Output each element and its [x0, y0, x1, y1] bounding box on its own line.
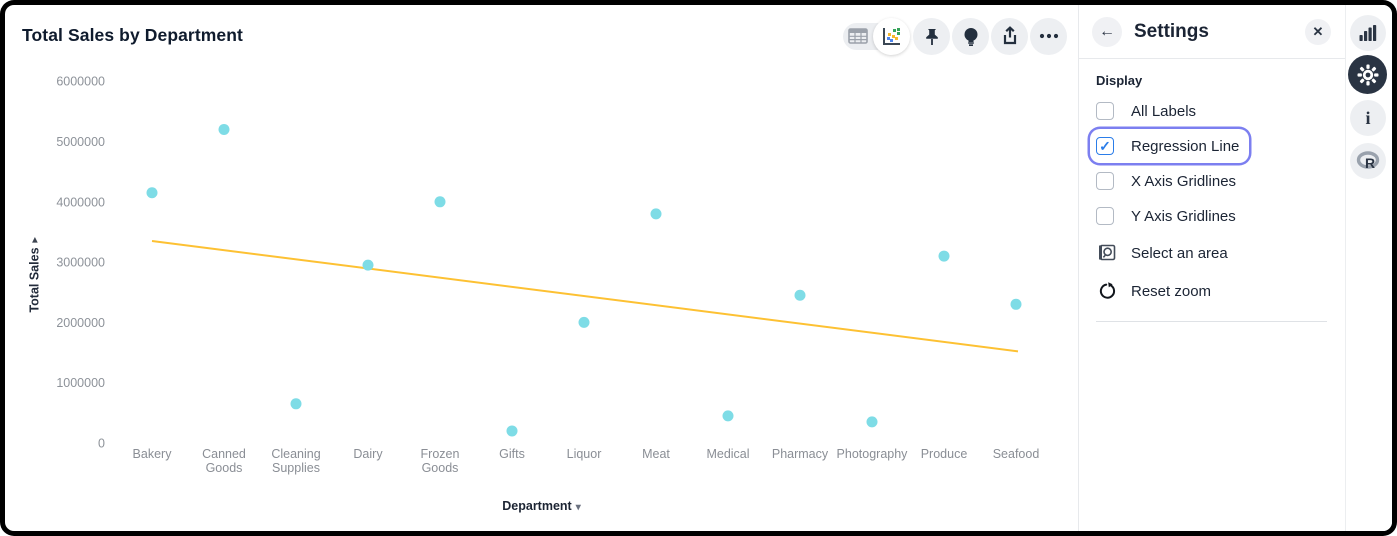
svg-text:R: R — [1365, 155, 1375, 171]
select-area-button[interactable]: Select an area — [1079, 235, 1345, 271]
y-axis-tick-label: 4000000 — [56, 195, 105, 209]
back-button[interactable]: ← — [1092, 16, 1122, 47]
analytics-app: Total Sales by Department — [5, 5, 1392, 531]
checkbox-row-all-labels[interactable]: All Labels — [1090, 94, 1206, 128]
lightbulb-icon — [964, 27, 977, 46]
chart-panel-button[interactable] — [1350, 15, 1386, 51]
close-icon[interactable]: ✕ — [1305, 18, 1331, 45]
reset-zoom-label: Reset zoom — [1131, 282, 1212, 300]
select-area-icon — [1099, 244, 1117, 262]
x-axis-category-label: Photography — [837, 447, 909, 461]
checkbox-row-regression-line[interactable]: Regression Line — [1090, 129, 1249, 163]
x-axis-category-label: Meat — [642, 447, 670, 461]
reset-zoom-icon — [1099, 282, 1117, 300]
x-axis-category-label: Gifts — [499, 447, 525, 461]
x-axis-category-label: Liquor — [567, 447, 602, 461]
y-axis-tick-label: 6000000 — [56, 75, 105, 89]
ellipsis-icon — [1039, 33, 1058, 39]
info-button[interactable]: i — [1350, 100, 1386, 136]
data-point[interactable] — [794, 289, 806, 301]
chart-card: Total Sales by Department — [5, 5, 1078, 531]
pin-button[interactable] — [913, 17, 950, 55]
settings-panel: ← Settings ✕ Display All Labels Regressio… — [1078, 5, 1345, 531]
table-view-button[interactable] — [843, 23, 873, 50]
data-point[interactable] — [218, 123, 230, 135]
y-axis-title-label: Total Sales — [28, 247, 43, 313]
insights-button[interactable] — [952, 17, 989, 55]
data-point[interactable] — [434, 196, 446, 208]
x-axis-category-label: Frozen Goods — [421, 447, 460, 475]
chart-toolbar — [843, 16, 1067, 56]
y-axis-tick-label: 5000000 — [56, 135, 105, 149]
export-icon — [1003, 26, 1016, 45]
data-point[interactable] — [578, 316, 590, 328]
x-axis-category-label: Canned Goods — [202, 447, 246, 475]
y-axis-tick-label: 3000000 — [56, 256, 105, 270]
settings-rail-button[interactable] — [1348, 55, 1387, 94]
right-rail: i R — [1345, 5, 1392, 531]
r-logo-button[interactable]: R — [1350, 143, 1386, 179]
more-options-button[interactable] — [1030, 17, 1067, 55]
data-point[interactable] — [1010, 298, 1022, 310]
checkbox-label: X Axis Gridlines — [1131, 172, 1237, 190]
y-axis-tick-label: 0 — [98, 437, 105, 451]
settings-header: ← Settings ✕ — [1079, 5, 1345, 58]
actions-divider — [1096, 321, 1327, 322]
checkbox[interactable] — [1096, 172, 1114, 190]
checkbox[interactable] — [1096, 207, 1114, 225]
scatter-chart-icon — [883, 27, 900, 45]
export-button[interactable] — [991, 17, 1028, 55]
y-axis-dropdown-icon: ▸ — [29, 237, 41, 243]
checkbox[interactable] — [1096, 102, 1114, 120]
regression-line — [151, 240, 1019, 353]
table-icon — [848, 28, 868, 44]
x-axis-category-label: Bakery — [133, 447, 173, 461]
gear-icon — [1357, 64, 1378, 85]
x-axis-category-label: Produce — [921, 447, 968, 461]
x-axis-category-label: Dairy — [353, 447, 383, 461]
data-point[interactable] — [290, 398, 302, 410]
data-point[interactable] — [650, 208, 662, 220]
checkbox-row-x-axis-gridlines[interactable]: X Axis Gridlines — [1090, 164, 1246, 198]
data-point[interactable] — [938, 250, 950, 262]
checkbox-label: Regression Line — [1131, 137, 1240, 155]
data-point[interactable] — [866, 416, 878, 428]
checkbox-label: All Labels — [1131, 102, 1197, 120]
header-divider — [1079, 58, 1345, 59]
chart-view-button[interactable] — [873, 17, 910, 55]
select-area-label: Select an area — [1131, 244, 1228, 262]
data-point[interactable] — [362, 259, 374, 271]
display-section-label: Display — [1096, 73, 1143, 88]
view-toggle — [843, 17, 910, 55]
x-axis-category-label: Pharmacy — [772, 447, 829, 461]
x-axis-category-label: Cleaning Supplies — [271, 447, 320, 475]
chart-title: Total Sales by Department — [22, 25, 243, 45]
x-axis-dropdown-icon: ▾ — [575, 502, 581, 513]
pin-icon — [925, 28, 938, 45]
x-axis-title[interactable]: Department ▾ — [5, 499, 1078, 513]
info-icon: i — [1365, 107, 1371, 128]
scatter-plot: 0 1000000 2000000 3000000 4000000 5000000 6000… — [56, 75, 1040, 475]
checkbox[interactable] — [1096, 137, 1114, 155]
settings-panel-title: Settings — [1134, 20, 1209, 42]
reset-zoom-button[interactable]: Reset zoom — [1079, 273, 1345, 309]
display-checkbox-group: All Labels Regression Line X Axis Gridline… — [1079, 94, 1345, 233]
data-point[interactable] — [722, 410, 734, 422]
y-axis-tick-label: 2000000 — [56, 316, 105, 330]
r-logo-icon: R — [1356, 151, 1380, 171]
checkbox-row-y-axis-gridlines[interactable]: Y Axis Gridlines — [1090, 199, 1246, 233]
x-axis-category-label: Medical — [706, 447, 749, 461]
bar-chart-icon — [1359, 25, 1377, 41]
y-axis-title[interactable]: Total Sales ▸ — [23, 220, 47, 330]
x-axis-category-label: Seafood — [993, 447, 1040, 461]
data-point[interactable] — [146, 187, 158, 199]
checkbox-label: Y Axis Gridlines — [1131, 207, 1236, 225]
x-axis-title-label: Department — [502, 499, 572, 513]
data-point[interactable] — [506, 425, 518, 437]
y-axis-tick-label: 1000000 — [56, 376, 105, 390]
